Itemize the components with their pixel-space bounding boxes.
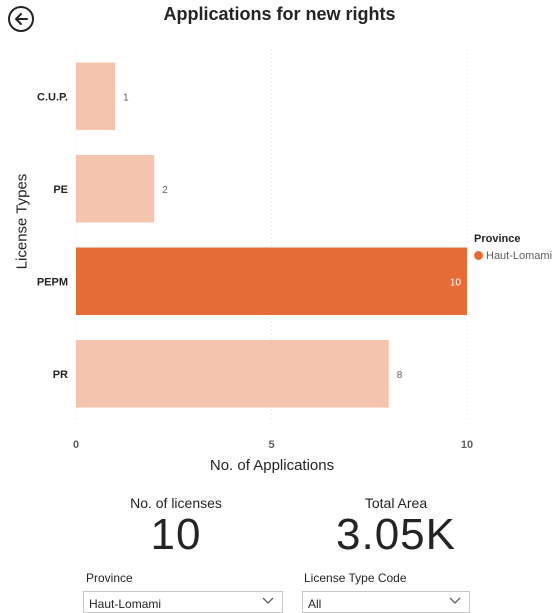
bar: [76, 247, 467, 316]
legend-item[interactable]: Haut-Lomami: [474, 250, 552, 262]
area-card-label: Total Area: [364, 495, 428, 511]
legend-dot-icon: [474, 251, 483, 260]
x-tick-label: 10: [461, 439, 473, 451]
bar: [76, 154, 155, 223]
province-dropdown[interactable]: Haut-Lomami: [83, 591, 283, 613]
chart-title: Applications for new rights: [163, 4, 396, 24]
licenses-card-value: 10: [150, 510, 202, 559]
y-tick-label: PE: [53, 184, 68, 196]
y-axis-title: License Types: [13, 173, 31, 270]
chevron-down-icon: [262, 597, 274, 604]
data-label: 10: [450, 277, 462, 288]
x-axis-title: No. of Applications: [209, 457, 335, 474]
legend-item-label: Haut-Lomami: [486, 250, 553, 262]
legend-title: Province: [474, 233, 521, 245]
y-tick-label: PR: [53, 369, 68, 381]
back-button[interactable]: [8, 6, 34, 32]
y-tick-label: C.U.P.: [37, 91, 68, 103]
data-label: 8: [397, 370, 403, 381]
chevron-down-icon: [449, 597, 461, 604]
x-tick-label: 5: [268, 439, 274, 451]
license-type-dropdown[interactable]: All: [302, 591, 470, 613]
y-tick-label: PEPM: [37, 276, 68, 288]
licenses-card-label: No. of licenses: [130, 495, 222, 511]
back-arrow-icon: [15, 13, 28, 25]
bar-chart: 0 5 10 C.U.P. 1 PE 2 PEPM 10 PR 8: [37, 50, 473, 451]
license-type-slicer-label: License Type Code: [304, 571, 407, 585]
data-label: 1: [123, 92, 129, 103]
bar: [76, 339, 389, 408]
province-slicer-label: Province: [86, 571, 133, 585]
data-label: 2: [162, 185, 168, 196]
bar: [76, 62, 116, 131]
province-dropdown-value: Haut-Lomami: [89, 597, 162, 611]
area-card-value: 3.05K: [336, 510, 456, 559]
x-tick-label: 0: [73, 439, 79, 451]
license-type-dropdown-value: All: [308, 597, 322, 611]
